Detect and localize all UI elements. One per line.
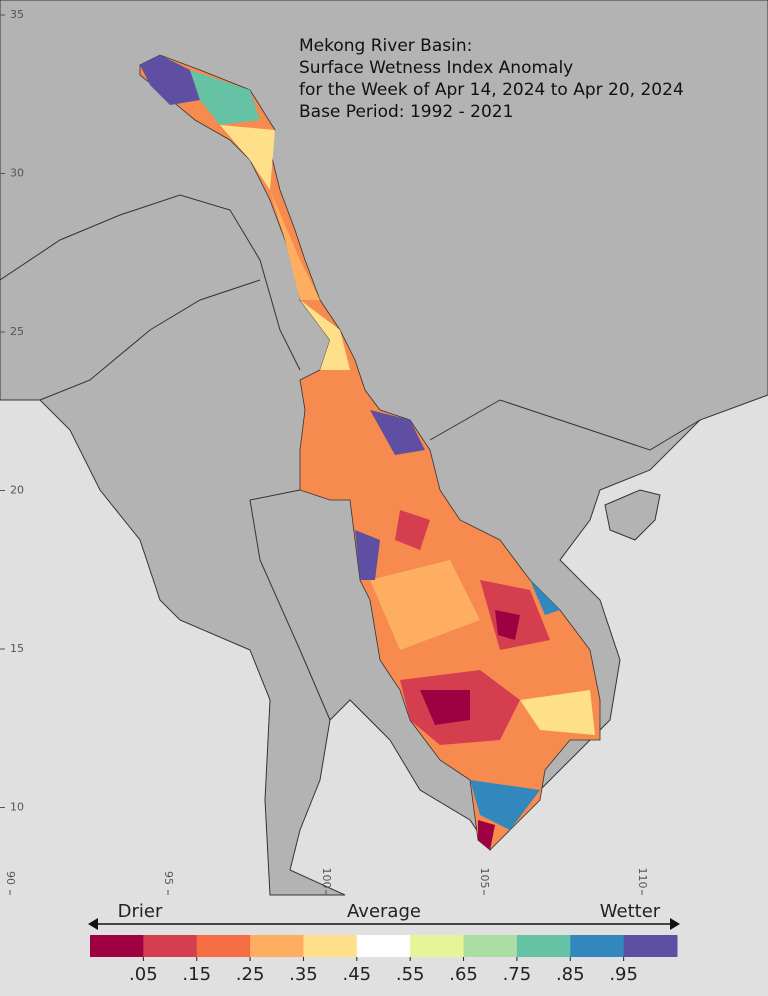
colorbar-bin — [196, 935, 251, 957]
border — [249, 489, 331, 721]
colorbar-label: .75 — [503, 964, 532, 985]
border — [429, 399, 701, 451]
island — [604, 489, 661, 541]
wetter-label: Wetter — [600, 901, 661, 922]
colorbar-bin — [463, 935, 518, 957]
colorbar-label: .05 — [129, 964, 158, 985]
colorbar-bin — [303, 935, 358, 957]
colorbar-label: .95 — [609, 964, 638, 985]
colorbar-label: .55 — [396, 964, 425, 985]
lat-label: 15 — [10, 642, 24, 655]
title: Mekong River Basin:Surface Wetness Index… — [299, 36, 684, 122]
colorbar-bin — [516, 935, 571, 957]
colorbar-bin — [90, 935, 144, 957]
lat-label: 20 — [10, 484, 24, 497]
colorbar-bin — [356, 935, 411, 957]
title-line: Base Period: 1992 - 2021 — [299, 102, 513, 122]
colorbar-bin — [410, 935, 465, 957]
colorbar-bin — [570, 935, 625, 957]
legend: Drier Average Wetter .05 .15 .25 .35 .45 .55.… — [88, 901, 680, 985]
lon-label: 95 — [162, 871, 175, 885]
border — [39, 279, 261, 401]
lat-label: 10 — [10, 801, 24, 814]
colorbar-label: .15 — [182, 964, 211, 985]
basin-patches — [140, 55, 595, 850]
colorbar-label: .45 — [342, 964, 371, 985]
lat-label: 30 — [10, 167, 24, 180]
colorbar-label: .85 — [556, 964, 585, 985]
lon-label: 90 — [4, 871, 17, 885]
drier-label: Drier — [118, 901, 163, 922]
arrow-head — [88, 918, 98, 930]
colorbar-label: .35 — [289, 964, 318, 985]
colorbar-label: .65 — [449, 964, 478, 985]
axes: 35 30 25 20 15 10 90 95 100 105 110 — [0, 8, 649, 895]
lon-label: 100 — [320, 868, 333, 889]
arrow-head — [670, 918, 680, 930]
colorbar-bin — [623, 935, 678, 957]
title-line: Surface Wetness Index Anomaly — [299, 58, 573, 78]
colorbar-bin — [250, 935, 304, 957]
lat-label: 25 — [10, 325, 24, 338]
lon-label: 105 — [478, 868, 491, 889]
lon-label: 110 — [636, 868, 649, 889]
title-line: for the Week of Apr 14, 2024 to Apr 20, … — [299, 80, 684, 100]
colorbar-bin — [143, 935, 198, 957]
border — [0, 194, 301, 371]
title-line: Mekong River Basin: — [299, 36, 472, 56]
colorbar-label: .25 — [236, 964, 265, 985]
lat-label: 35 — [10, 8, 24, 21]
average-label: Average — [347, 901, 421, 922]
